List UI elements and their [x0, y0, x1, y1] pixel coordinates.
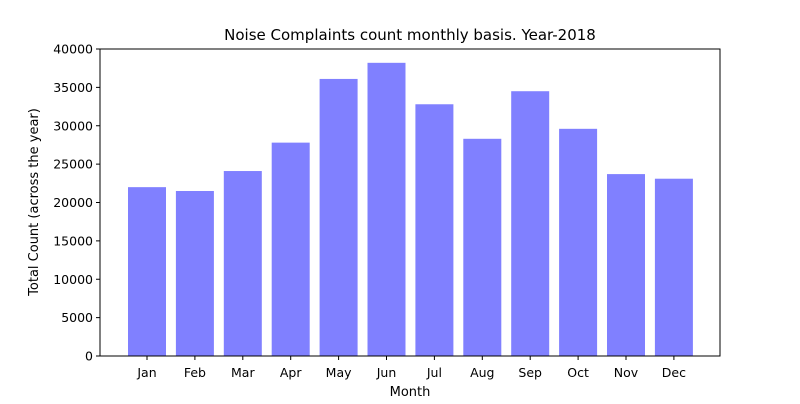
x-axis-ticks: Jan Feb Mar Apr May Jun Jul Aug Sep Oct Nov Dec — [136, 356, 686, 380]
x-tick-label-dec: Dec — [662, 365, 686, 380]
x-tick-label-oct: Oct — [567, 365, 589, 380]
bar-jun — [367, 62, 406, 356]
y-tick-label: 0 — [85, 349, 93, 364]
y-tick-label: 15000 — [53, 233, 93, 248]
bar-apr — [271, 142, 310, 356]
bar-aug — [463, 138, 502, 356]
bar-sep — [511, 91, 550, 357]
bar-dec — [654, 178, 693, 356]
x-tick-label-sep: Sep — [518, 365, 542, 380]
bar-jan — [128, 187, 166, 356]
bar-feb — [175, 190, 214, 356]
bar-oct — [559, 128, 598, 356]
bar-nov — [607, 174, 645, 356]
y-tick-label: 35000 — [53, 80, 93, 95]
x-tick-label-jun: Jun — [376, 365, 397, 380]
x-tick-label-mar: Mar — [231, 365, 255, 380]
x-tick-label-nov: Nov — [614, 365, 639, 380]
plot-area-frame — [99, 48, 721, 357]
y-tick-label: 10000 — [53, 272, 93, 287]
x-tick-label-apr: Apr — [280, 365, 302, 380]
bar-mar — [223, 171, 262, 356]
x-axis-label: Month — [390, 385, 431, 400]
y-axis-label: Total Count (across the year) — [27, 108, 42, 297]
y-tick-label: 30000 — [53, 118, 93, 133]
bar-jul — [415, 104, 454, 356]
x-tick-label-jan: Jan — [136, 365, 156, 380]
x-tick-label-aug: Aug — [470, 365, 494, 380]
x-tick-label-feb: Feb — [184, 365, 206, 380]
y-tick-label: 5000 — [61, 310, 93, 325]
y-tick-label: 20000 — [53, 195, 93, 210]
x-tick-label-may: May — [326, 365, 352, 380]
chart-title: Noise Complaints count monthly basis. Ye… — [224, 26, 596, 44]
bar-may — [319, 78, 358, 357]
x-tick-label-jul: Jul — [426, 365, 442, 380]
y-tick-label: 40000 — [53, 42, 93, 57]
y-tick-label: 25000 — [53, 157, 93, 172]
bars-group — [128, 62, 693, 357]
y-axis-ticks: 0 5000 10000 15000 20000 25000 30000 35000 40000 — [53, 42, 100, 364]
